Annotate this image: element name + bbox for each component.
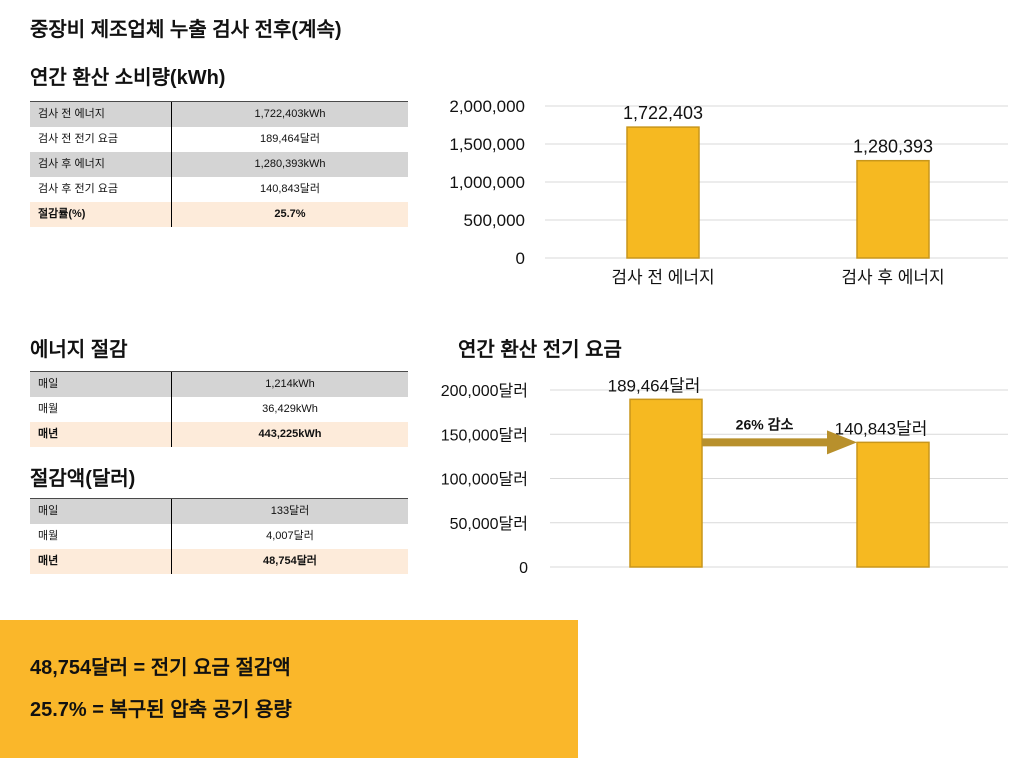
row-value: 4,007달러 (266, 530, 314, 542)
bar (856, 441, 930, 568)
row-value: 443,225kWh (258, 428, 322, 440)
y-tick-label: 500,000 (464, 211, 525, 230)
row-label: 매월 (30, 397, 172, 422)
y-tick-label: 100,000달러 (441, 471, 528, 489)
bar (629, 398, 703, 568)
cost-bar-chart: 0 50,000달러 100,000달러 150,000달러 200,000달러 189,… (441, 376, 1008, 577)
table-row-highlight: 매년 443,225kWh (30, 422, 408, 447)
row-value: 1,722,403kWh (254, 108, 326, 120)
row-label: 매월 (30, 524, 172, 549)
x-category-label: 검사 후 에너지 (841, 268, 944, 287)
table-row: 매일 133달러 (30, 499, 408, 524)
consumption-heading: 연간 환산 소비량(kWh) (30, 67, 226, 89)
summary-box: 48,754달러 = 전기 요금 절감액 25.7% = 복구된 압축 공기 용… (0, 620, 578, 758)
row-label: 검사 후 전기 요금 (30, 177, 172, 202)
y-tick-label: 2,000,000 (449, 97, 525, 116)
x-category-label: 검사 전 에너지 (611, 268, 714, 287)
reduction-arrow-shaft (702, 438, 829, 447)
summary-savings-line: 48,754달러 = 전기 요금 절감액 (30, 657, 291, 679)
y-tick-label: 1,000,000 (449, 173, 525, 192)
table-row: 매월 36,429kWh (30, 397, 408, 422)
table-row-highlight: 절감률(%) 25.7% (30, 202, 408, 227)
summary-capacity-line: 25.7% = 복구된 압축 공기 용량 (30, 699, 292, 721)
row-label: 절감률(%) (30, 202, 172, 227)
row-label: 매일 (30, 499, 172, 524)
row-value: 189,464달러 (259, 133, 320, 145)
data-label: 1,722,403 (623, 103, 703, 123)
table-row-highlight: 매년 48,754달러 (30, 549, 408, 574)
bar (856, 159, 930, 259)
table-row: 검사 후 전기 요금 140,843달러 (30, 177, 408, 202)
y-tick-label: 0 (519, 560, 528, 577)
row-value: 140,843달러 (259, 183, 320, 195)
y-tick-label: 1,500,000 (449, 135, 525, 154)
row-label: 매년 (30, 549, 172, 574)
row-value: 1,214kWh (265, 378, 315, 390)
row-label: 검사 전 전기 요금 (30, 127, 172, 152)
table-row: 검사 전 에너지 1,722,403kWh (30, 102, 408, 127)
y-tick-label: 200,000달러 (441, 382, 528, 400)
row-label: 매년 (30, 422, 172, 447)
data-label: 189,464달러 (608, 376, 701, 395)
data-label: 1,280,393 (853, 137, 933, 157)
reduction-arrow-head-icon (827, 430, 857, 455)
table-row: 검사 후 에너지 1,280,393kWh (30, 152, 408, 177)
row-label: 매일 (30, 372, 172, 397)
row-value: 25.7% (274, 208, 306, 220)
page-title: 중장비 제조업체 누출 검사 전후(계속) (30, 19, 342, 41)
cost-chart-title: 연간 환산 전기 요금 (458, 339, 622, 361)
table-row: 매일 1,214kWh (30, 372, 408, 397)
row-label: 검사 후 에너지 (30, 152, 172, 177)
y-tick-label: 50,000달러 (450, 515, 528, 533)
consumption-table: 검사 전 에너지 1,722,403kWh 검사 전 전기 요금 189,464… (30, 101, 408, 227)
row-value: 48,754달러 (263, 555, 317, 567)
y-tick-label: 150,000달러 (441, 426, 528, 444)
cost-savings-heading: 절감액(달러) (30, 468, 136, 490)
row-label: 검사 전 에너지 (30, 102, 172, 127)
reduction-arrow-label: 26% 감소 (736, 416, 794, 432)
energy-savings-table: 매일 1,214kWh 매월 36,429kWh 매년 443,225kWh (30, 371, 408, 447)
energy-bar-chart: 0 500,000 1,000,000 1,500,000 2,000,000 1,722… (449, 97, 1008, 287)
table-row: 매월 4,007달러 (30, 524, 408, 549)
bar (626, 126, 700, 259)
table-row: 검사 전 전기 요금 189,464달러 (30, 127, 408, 152)
row-value: 36,429kWh (262, 403, 318, 415)
energy-savings-heading: 에너지 절감 (30, 339, 128, 361)
cost-savings-table: 매일 133달러 매월 4,007달러 매년 48,754달러 (30, 498, 408, 574)
data-label: 140,843달러 (835, 419, 928, 438)
row-value: 1,280,393kWh (254, 158, 326, 170)
y-tick-label: 0 (516, 249, 525, 268)
row-value: 133달러 (270, 505, 310, 517)
